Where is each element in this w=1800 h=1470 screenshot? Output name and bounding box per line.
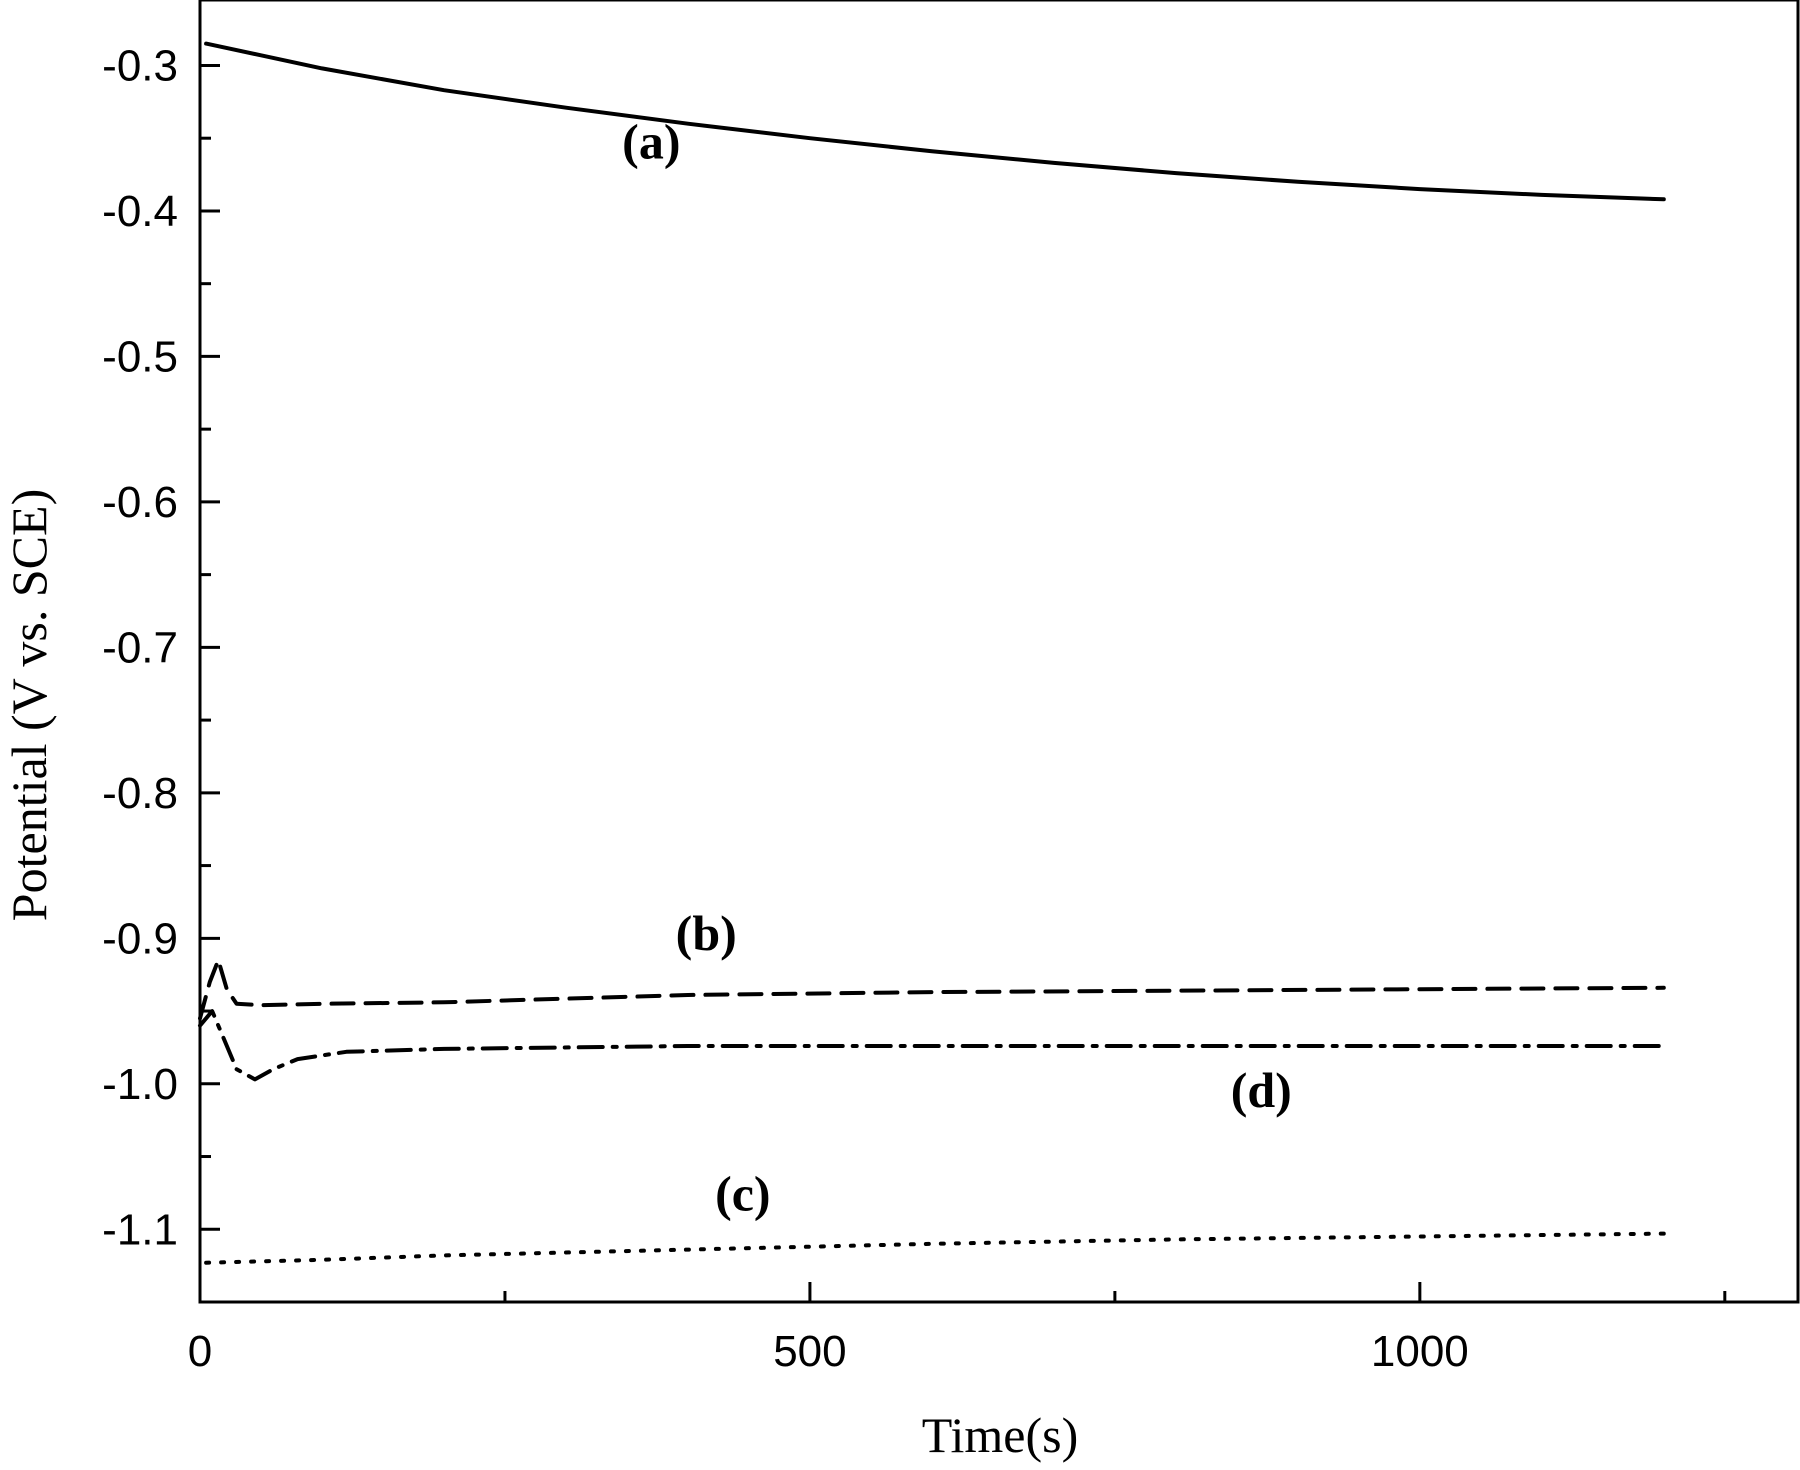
plot-frame (198, 0, 1800, 1304)
curve-label: (c) (715, 1165, 771, 1221)
y-tick-label: -1.1 (102, 1205, 178, 1254)
curve-annotations: (a) (b) (d) (c) (622, 114, 1292, 1222)
series-lines (198, 41, 1666, 1265)
x-tick-label: 0 (188, 1327, 212, 1376)
x-tick-label: 500 (773, 1327, 846, 1376)
y-tick-label: -0.6 (102, 478, 178, 527)
y-tick-label: -0.7 (102, 623, 178, 672)
series-line-d (198, 1009, 1666, 1082)
series-line-c (204, 1231, 1666, 1265)
y-tick-label: -0.9 (102, 914, 178, 963)
y-axis-title: Potential (V vs. SCE) (1, 489, 57, 921)
tick-labels: 0 500 1000 -0.3 -0.4 -0.5 -0.6 -0.7 -0.8 -0.9 -1.0… (102, 41, 1469, 1376)
series-line-a (204, 41, 1666, 202)
curve-label: (b) (676, 905, 737, 961)
series-line-b (198, 958, 1666, 1021)
axis-ticks (198, 63, 1727, 1302)
y-tick-label: -1.0 (102, 1060, 178, 1109)
curve-label: (d) (1231, 1062, 1292, 1118)
curve-label: (a) (622, 114, 680, 170)
y-tick-label: -0.4 (102, 187, 178, 236)
x-axis-title: Time(s) (922, 1407, 1079, 1463)
y-tick-label: -0.8 (102, 769, 178, 818)
y-tick-label: -0.3 (102, 41, 178, 90)
y-tick-label: -0.5 (102, 332, 178, 381)
x-tick-label: 1000 (1371, 1327, 1469, 1376)
